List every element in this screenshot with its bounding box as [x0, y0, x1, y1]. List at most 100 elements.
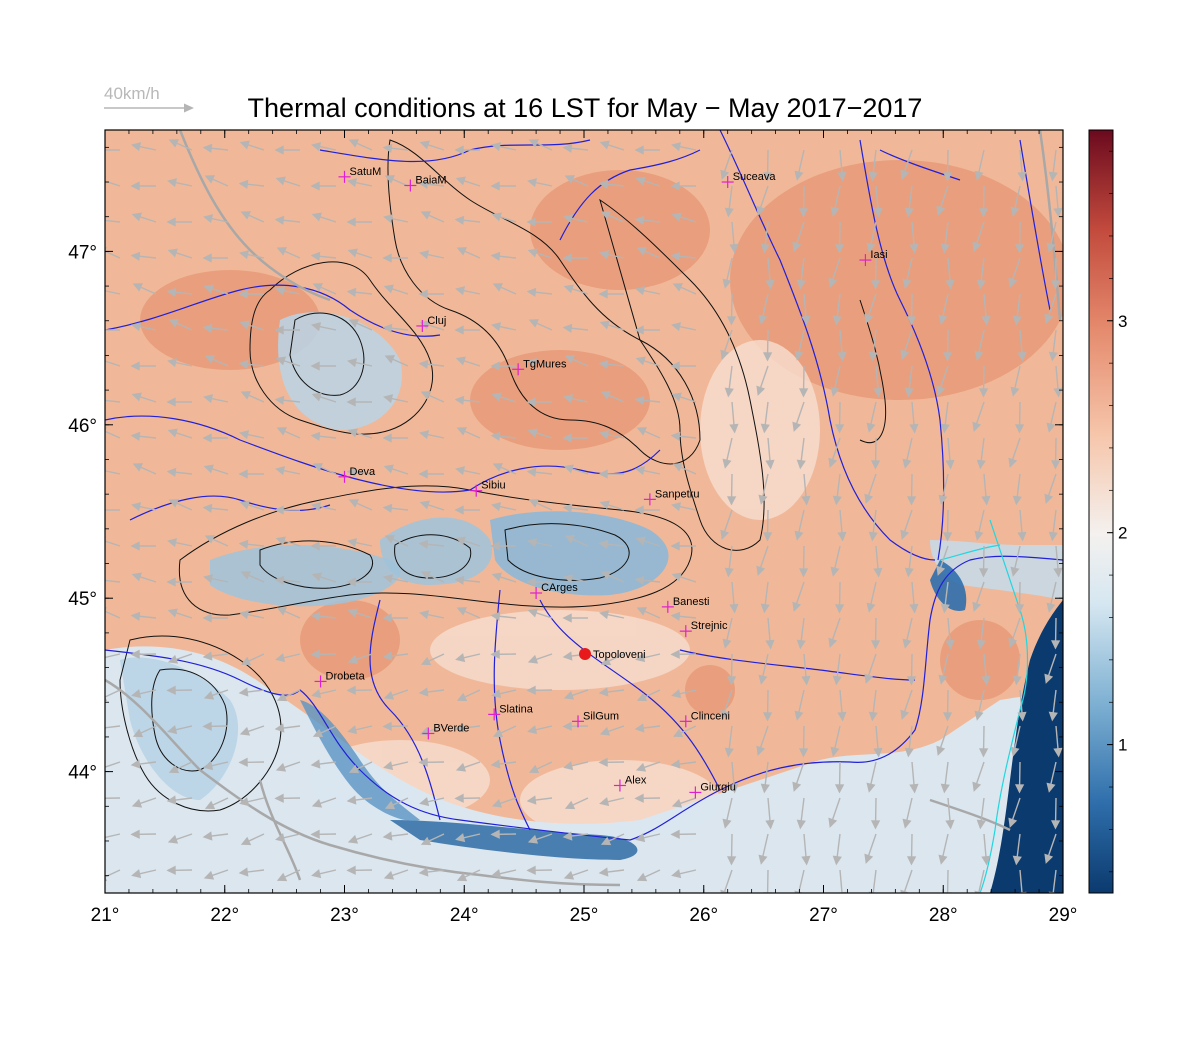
wind-arrow — [455, 176, 481, 187]
wind-arrow — [418, 610, 445, 620]
wind-arrow — [796, 257, 806, 290]
wind-arrow — [454, 466, 481, 476]
wind-arrow — [562, 574, 589, 584]
wind-arrow — [564, 355, 589, 367]
wind-arrow — [866, 221, 877, 253]
x-tick-label: 26° — [689, 905, 718, 926]
wind-arrow — [526, 217, 552, 227]
wind-arrow — [382, 721, 409, 731]
wind-arrow — [598, 687, 625, 697]
wind-arrow — [729, 761, 739, 794]
wind-arrow — [906, 833, 917, 866]
wind-arrow — [726, 473, 737, 506]
wind-arrow — [936, 725, 949, 756]
wind-arrow — [635, 761, 661, 772]
wind-arrow — [311, 689, 337, 699]
wind-arrow — [1044, 293, 1057, 324]
wind-arrow — [729, 581, 739, 614]
wind-arrow — [1008, 617, 1021, 648]
wind-arrow — [1014, 401, 1025, 434]
wind-arrow — [873, 185, 883, 218]
wind-arrow — [1053, 725, 1063, 758]
wind-arrow — [600, 211, 625, 223]
wind-arrow — [204, 797, 229, 810]
wind-arrow — [130, 322, 157, 332]
wind-arrow — [130, 611, 157, 621]
wind-arrow — [167, 428, 193, 439]
wind-arrow — [276, 869, 301, 882]
wind-arrow — [599, 725, 625, 736]
wind-arrow — [239, 725, 265, 736]
wind-arrow — [670, 181, 696, 191]
wind-arrow — [274, 793, 301, 803]
wind-arrow — [972, 761, 985, 792]
x-tick-label: 25° — [570, 905, 599, 926]
wind-arrow — [311, 869, 337, 879]
wind-arrow — [166, 467, 193, 477]
wind-arrow — [347, 248, 373, 259]
wind-arrow — [203, 464, 229, 475]
wind-arrow — [670, 502, 697, 512]
wind-arrow — [384, 797, 409, 810]
wind-arrow — [312, 725, 337, 738]
wind-arrow — [492, 283, 517, 295]
wind-arrow — [758, 833, 769, 865]
wind-arrow — [828, 797, 841, 828]
wind-arrow — [346, 217, 372, 227]
wind-arrow — [168, 499, 193, 511]
wind-arrow — [310, 829, 337, 839]
wind-arrow — [563, 761, 589, 771]
wind-arrow — [598, 430, 625, 440]
wind-arrow — [801, 473, 811, 506]
wind-arrow — [274, 145, 300, 155]
wind-arrow — [1012, 833, 1022, 866]
wind-arrow — [904, 545, 914, 578]
wind-arrow — [765, 797, 775, 830]
wind-arrow — [634, 286, 661, 296]
wind-arrow — [671, 869, 697, 879]
wind-arrow — [562, 831, 589, 841]
wind-arrow — [974, 509, 985, 541]
wind-arrow — [760, 401, 770, 434]
wind-arrow — [276, 607, 301, 619]
wind-arrow — [418, 867, 445, 877]
city-marker: Giurgiu — [689, 781, 736, 799]
wind-arrow — [382, 503, 409, 513]
wind-arrow — [491, 797, 517, 808]
wind-arrow — [940, 581, 950, 614]
wind-arrow — [1044, 653, 1057, 684]
wind-arrow — [830, 725, 841, 757]
city-label: BVerde — [433, 722, 469, 734]
city-marker: Sanpetru — [643, 488, 700, 506]
wind-arrow — [978, 185, 989, 218]
wind-arrow — [455, 653, 481, 663]
x-tick-label: 23° — [330, 905, 359, 926]
wind-arrow — [794, 689, 805, 721]
wind-arrow — [635, 653, 661, 663]
wind-arrow — [562, 143, 589, 153]
wind-arrow — [900, 149, 913, 180]
city-marker: BVerde — [422, 722, 469, 740]
wind-arrow — [274, 286, 301, 296]
wind-arrow — [792, 401, 805, 432]
wind-arrow — [240, 571, 265, 583]
city-label: Sibiu — [481, 480, 505, 492]
wind-arrow — [131, 572, 157, 583]
wind-arrow — [274, 505, 300, 515]
wind-arrow — [105, 329, 120, 331]
wind-arrow — [202, 253, 228, 263]
wind-arrow — [347, 653, 373, 664]
wind-arrow — [202, 214, 229, 224]
wind-arrow — [765, 257, 775, 290]
wind-arrow — [938, 293, 949, 325]
wind-arrow — [1012, 293, 1022, 326]
wind-arrow — [105, 653, 121, 663]
city-marker: Sibiu — [470, 480, 506, 497]
wind-arrow — [762, 509, 773, 542]
wind-arrow — [455, 536, 481, 547]
wind-arrow — [130, 431, 157, 441]
wind-arrow — [105, 797, 121, 799]
wind-arrow — [834, 581, 845, 614]
wind-arrow — [105, 725, 121, 729]
wind-arrow — [1012, 473, 1022, 506]
